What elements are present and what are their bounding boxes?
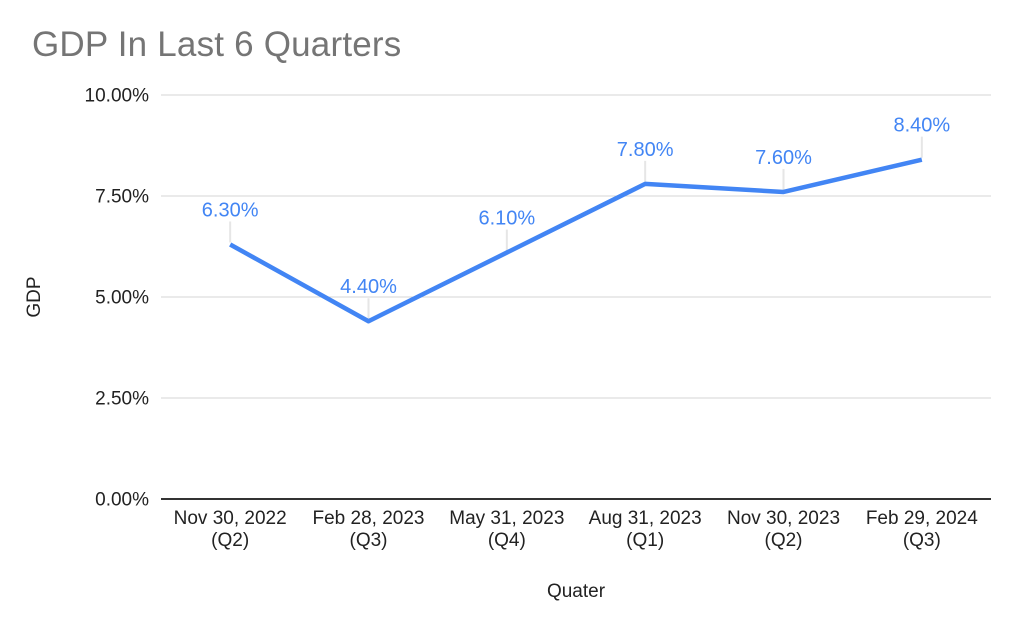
y-tick-label: 10.00% (85, 86, 150, 107)
chart-title: GDP In Last 6 Quarters (32, 25, 402, 64)
y-tick-label: 5.00% (95, 288, 149, 309)
gdp-series-line (229, 157, 923, 324)
x-tick-label: Aug 31, 2023 (589, 508, 702, 529)
x-tick-label: Nov 30, 2022 (174, 508, 287, 529)
x-tick-label: (Q3) (903, 530, 941, 551)
data-point-label: 7.60% (755, 147, 812, 169)
x-axis-title: Quater (547, 581, 606, 602)
data-point-label: 6.30% (202, 199, 259, 221)
y-tick-label: 7.50% (95, 187, 149, 208)
x-tick-label: (Q1) (626, 530, 664, 551)
x-tick-label: (Q4) (488, 530, 526, 551)
data-point-label: 4.40% (340, 276, 397, 298)
y-tick-label: 0.00% (95, 490, 149, 511)
x-tick-label: (Q2) (211, 530, 249, 551)
x-tick-label: Feb 29, 2024 (866, 508, 978, 529)
x-tick-label: (Q3) (350, 530, 388, 551)
y-axis-title: GDP (24, 276, 45, 317)
x-tick-label: May 31, 2023 (449, 508, 564, 529)
x-tick-label: Nov 30, 2023 (727, 508, 840, 529)
data-point-label: 8.40% (893, 115, 950, 137)
x-tick-label: (Q2) (765, 530, 803, 551)
data-point-label: 7.80% (617, 139, 674, 161)
x-tick-label: Feb 28, 2023 (313, 508, 425, 529)
y-tick-label: 2.50% (95, 389, 149, 410)
data-point-label: 6.10% (478, 208, 535, 230)
